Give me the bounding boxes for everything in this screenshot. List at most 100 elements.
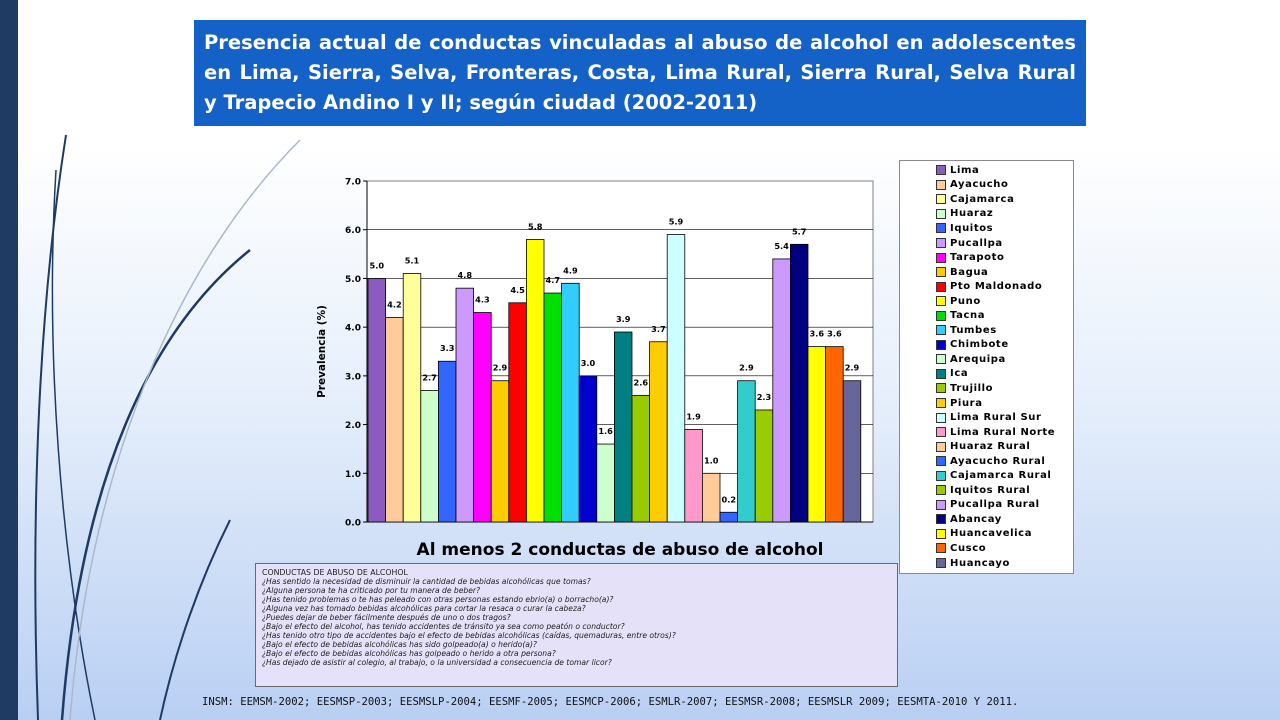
data-label: 4.3 [475, 295, 490, 305]
legend-swatch [936, 354, 946, 365]
data-label: 0.2 [722, 494, 737, 504]
legend-label: Pucallpa [950, 237, 1003, 249]
y-axis-title: Prevalencia (%) [316, 305, 328, 398]
data-label: 3.0 [581, 358, 596, 368]
data-label: 5.9 [669, 217, 684, 227]
data-label: 3.9 [616, 314, 631, 324]
legend-label: Huaraz Rural [950, 441, 1031, 453]
legend-swatch [936, 398, 946, 409]
question-item: ¿Has dejado de asistir al colegio, al tr… [262, 658, 612, 668]
data-label: 5.4 [774, 241, 789, 251]
question-item: ¿Has tenido problemas o te has peleado c… [262, 595, 614, 605]
legend-label: Puno [950, 295, 981, 307]
legend-label: Iquitos [950, 222, 994, 234]
legend-entry: Lima [936, 163, 1073, 178]
legend-entry: Lima Rural Norte [936, 425, 1073, 440]
bar [631, 394, 651, 523]
data-label: 2.7 [422, 372, 437, 382]
legend-label: Chimbote [950, 339, 1009, 351]
legend-label: Abancay [950, 513, 1002, 525]
data-label: 2.9 [493, 363, 508, 373]
legend-label: Ayacucho [950, 179, 1009, 191]
data-label: 2.3 [757, 392, 772, 402]
bar [543, 292, 563, 523]
data-label: 3.7 [651, 324, 666, 334]
legend-swatch [936, 238, 946, 248]
legend-entry: Iquitos Rural [936, 483, 1073, 498]
bar [649, 341, 668, 523]
legend-entry: Arequipa [936, 352, 1073, 367]
legend-entry: Cajamarca Rural [936, 468, 1073, 483]
data-label: 1.9 [686, 411, 701, 421]
legend-swatch [936, 194, 946, 205]
bar [578, 375, 598, 523]
bar [825, 346, 844, 523]
legend-entry: Cusco [936, 541, 1073, 556]
bar [490, 380, 510, 523]
legend-swatch [936, 412, 946, 423]
data-label: 4.5 [510, 285, 525, 295]
bar [596, 443, 615, 523]
bar [525, 239, 545, 523]
legend-label: Bagua [950, 266, 989, 278]
bar [385, 316, 404, 523]
legend-entry: Ayacucho [936, 178, 1073, 193]
x-axis-title: Al menos 2 conductas de abuso de alcohol [417, 540, 824, 560]
legend-label: Lima Rural Norte [950, 426, 1056, 438]
data-label: 2.6 [634, 377, 649, 387]
data-label: 1.0 [704, 455, 719, 465]
legend-label: Trujillo [950, 382, 994, 394]
legend-label: Cajamarca [950, 193, 1015, 205]
legend-label: Cusco [950, 542, 987, 554]
bar [402, 273, 422, 523]
legend-entry: Huaraz Rural [936, 439, 1073, 454]
legend-entry: Huancayo [936, 556, 1073, 571]
data-label: 3.3 [440, 343, 455, 353]
page-title: Presencia actual de conductas vinculadas… [204, 31, 1076, 114]
legend-entry: Trujillo [936, 381, 1073, 396]
decorative-curves [34, 134, 301, 720]
legend-label: Tacna [950, 310, 986, 322]
bar [684, 429, 703, 523]
legend-swatch [936, 179, 946, 190]
legend-entry: Huaraz [936, 207, 1073, 222]
legend-swatch [936, 441, 946, 452]
legend-entry: Iquitos [936, 221, 1073, 236]
legend-swatch [936, 267, 946, 278]
legend-entry: Ayacucho Rural [936, 454, 1073, 469]
data-label: 2.9 [739, 363, 754, 373]
data-label: 1.6 [598, 426, 613, 436]
legend-entry: Tarapoto [936, 250, 1073, 265]
bar [719, 511, 739, 523]
legend-label: Pucallpa Rural [950, 499, 1040, 511]
legend-label: Piura [950, 397, 983, 409]
y-tick-label: 7.0 [345, 178, 361, 188]
bar [508, 302, 527, 523]
legend-swatch [936, 514, 946, 525]
bar [772, 258, 791, 523]
legend-label: Pto Maldonado [950, 281, 1043, 293]
legend-label: Cajamarca Rural [950, 470, 1052, 482]
bar [754, 409, 774, 523]
chart-legend: Lima Ayacucho Cajamarca Huaraz Iquitos Pucall… [899, 160, 1074, 574]
legend-entry: Pucallpa Rural [936, 498, 1073, 513]
question-item: ¿Bajo el efecto de bebidas alcohólicas h… [262, 649, 556, 659]
legend-swatch [936, 456, 946, 467]
legend-swatch [936, 310, 946, 321]
legend-entry: Huancavelica [936, 527, 1073, 542]
data-label: 5.7 [792, 226, 807, 236]
legend-swatch [936, 165, 946, 176]
legend-label: Tumbes [950, 324, 997, 336]
bar [420, 390, 439, 523]
legend-label: Tarapoto [950, 252, 1005, 264]
legend-swatch [936, 368, 946, 379]
legend-swatch [936, 528, 946, 539]
data-label: 5.8 [528, 221, 543, 231]
bar [789, 243, 809, 523]
bar [367, 278, 387, 523]
legend-label: Ica [950, 368, 969, 380]
y-tick-label: 2.0 [345, 421, 361, 431]
question-item: ¿Bajo el efecto de bebidas alcohólicas h… [262, 640, 537, 650]
legend-swatch [936, 543, 946, 554]
bar [437, 360, 457, 523]
